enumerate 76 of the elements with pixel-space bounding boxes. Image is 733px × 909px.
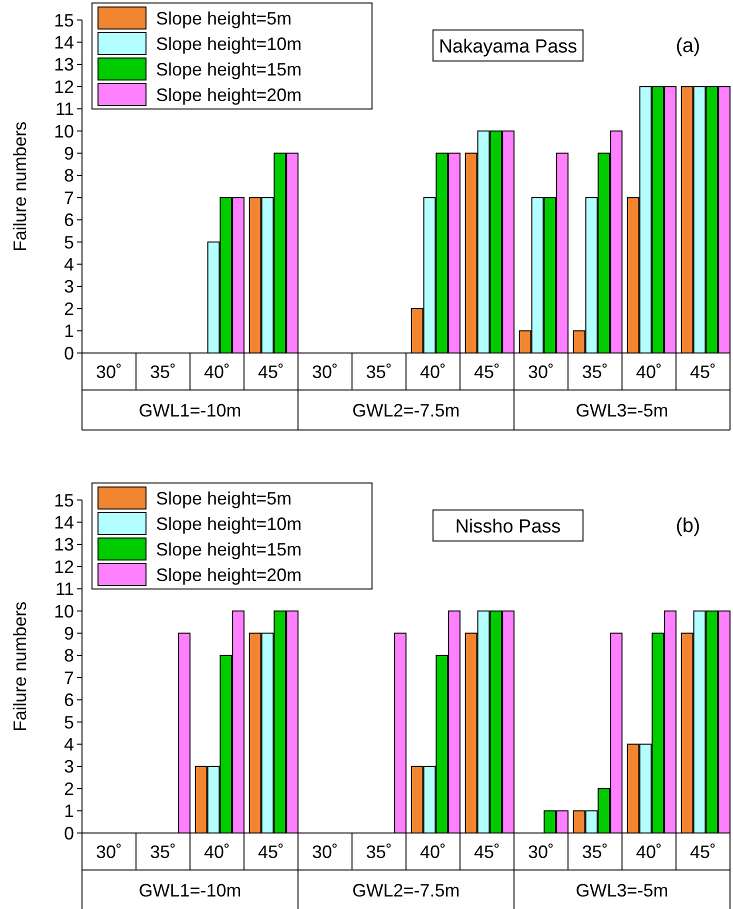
y-tick-label: 10 — [54, 121, 74, 142]
text: GWL1=-10m — [138, 880, 242, 900]
x-tick-label: 35˚ — [366, 362, 392, 382]
x-tick-label: 30˚ — [96, 842, 122, 862]
x-tick-label: 30˚ — [312, 842, 338, 862]
x-tick-label: 30˚ — [528, 362, 554, 382]
x-tick-label: 35˚ — [582, 362, 608, 382]
text: GWL3=-5m — [576, 880, 668, 900]
x-tick-label: 45˚ — [690, 362, 716, 382]
text: GWL3=-5m — [576, 400, 668, 420]
y-tick-label: 5 — [64, 712, 74, 732]
text: (a) — [676, 35, 700, 57]
x-tick-label: 35˚ — [150, 362, 176, 382]
y-tick-label: 2 — [64, 778, 74, 799]
y-tick-label: 4 — [64, 254, 74, 274]
x-tick-label: 40˚ — [204, 842, 230, 862]
legend-label: Slope height=20m — [156, 564, 302, 585]
legend-label: Slope height=5m — [156, 488, 292, 508]
x-tick-label: 30˚ — [528, 842, 554, 862]
y-tick-label: 15 — [54, 10, 74, 30]
x-tick-label: 40˚ — [420, 842, 446, 862]
y-tick-label: 1 — [64, 321, 74, 342]
legend-label: Slope height=10m — [156, 514, 302, 534]
text: Nissho Pass — [455, 516, 561, 538]
y-tick-label: 7 — [64, 668, 74, 688]
y-tick-label: 14 — [54, 512, 74, 532]
text: Nakayama Pass — [438, 36, 578, 58]
text: GWL2=-7.5m — [352, 400, 460, 420]
y-tick-label: 5 — [64, 232, 74, 252]
x-tick-label: 30˚ — [96, 362, 122, 382]
y-tick-label: 3 — [64, 756, 74, 777]
y-tick-label: 1 — [64, 801, 74, 822]
legend-label: Slope height=15m — [156, 539, 302, 560]
y-tick-label: 8 — [64, 646, 74, 666]
y-tick-label: 11 — [55, 579, 74, 600]
x-tick-label: 35˚ — [582, 842, 608, 862]
y-tick-label: 15 — [54, 490, 74, 510]
x-tick-label: 30˚ — [312, 362, 338, 382]
text: (b) — [676, 515, 700, 537]
legend-label: Slope height=10m — [156, 34, 302, 54]
x-tick-label: 45˚ — [258, 842, 284, 862]
y-tick-label: 6 — [64, 210, 74, 230]
y-tick-label: 12 — [54, 76, 74, 97]
x-tick-label: 35˚ — [150, 842, 176, 862]
y-tick-label: 14 — [54, 32, 74, 52]
y-tick-label: 3 — [64, 276, 74, 297]
x-tick-label: 40˚ — [636, 362, 662, 382]
y-tick-label: 2 — [64, 298, 74, 319]
x-tick-label: 45˚ — [258, 362, 284, 382]
y-tick-label: 13 — [54, 54, 74, 75]
legend-label: Slope height=20m — [156, 84, 302, 105]
legend-label: Slope height=5m — [156, 8, 292, 28]
y-axis-title: Failure numbers — [10, 121, 30, 252]
y-tick-label: 4 — [64, 734, 74, 754]
x-tick-label: 40˚ — [420, 362, 446, 382]
x-tick-label: 45˚ — [690, 842, 716, 862]
x-tick-label: 45˚ — [474, 362, 500, 382]
y-tick-label: 11 — [55, 99, 74, 120]
y-tick-label: 12 — [54, 556, 74, 577]
text: GWL1=-10m — [138, 400, 242, 420]
x-tick-label: 40˚ — [204, 362, 230, 382]
y-axis-title: Failure numbers — [10, 601, 30, 732]
y-tick-label: 7 — [64, 188, 74, 208]
y-tick-label: 9 — [64, 144, 74, 164]
y-tick-label: 0 — [64, 343, 74, 364]
x-tick-label: 45˚ — [474, 842, 500, 862]
y-tick-label: 6 — [64, 690, 74, 710]
y-tick-label: 9 — [64, 624, 74, 644]
y-tick-label: 10 — [54, 601, 74, 622]
y-tick-label: 8 — [64, 166, 74, 186]
y-tick-label: 13 — [54, 534, 74, 555]
legend-label: Slope height=15m — [156, 59, 302, 80]
x-tick-label: 40˚ — [636, 842, 662, 862]
y-tick-label: 0 — [64, 823, 74, 844]
x-tick-label: 35˚ — [366, 842, 392, 862]
text: GWL2=-7.5m — [352, 880, 460, 900]
